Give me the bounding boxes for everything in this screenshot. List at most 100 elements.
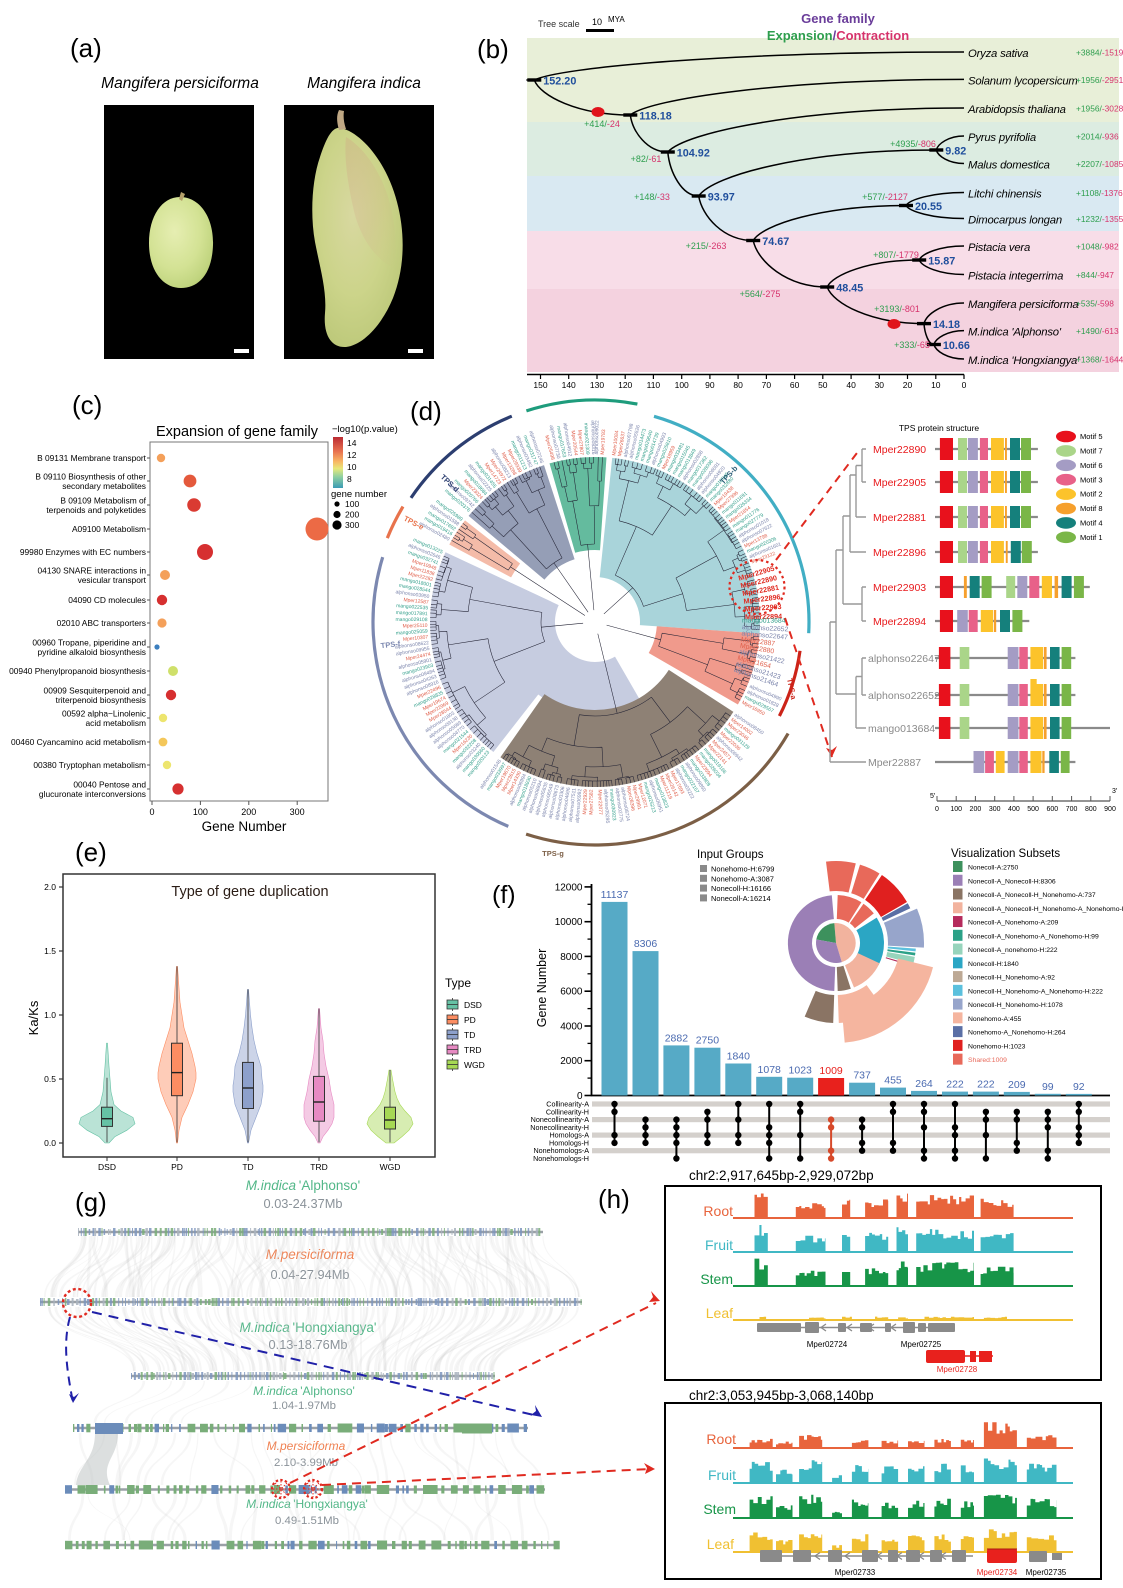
- svg-text:Nonehomologs-A: Nonehomologs-A: [533, 1146, 589, 1155]
- svg-text:0: 0: [577, 1091, 583, 1102]
- svg-text:Mper02735: Mper02735: [1026, 1568, 1067, 1577]
- svg-text:Mper25110: Mper25110: [403, 623, 428, 630]
- svg-text:Motif 2: Motif 2: [1080, 490, 1103, 499]
- svg-text:+3884/-1519: +3884/-1519: [1076, 48, 1123, 58]
- svg-text:Mper29991: Mper29991: [631, 784, 643, 810]
- svg-text:Nonecoll-H_Nonehomo-A_Nonehomo: Nonecoll-H_Nonehomo-A_Nonehomo-H:222: [968, 988, 1103, 995]
- svg-text:50: 50: [818, 380, 828, 390]
- svg-text:+82/-61: +82/-61: [631, 154, 662, 164]
- svg-text:Malus domestica: Malus domestica: [968, 160, 1050, 172]
- svg-text:99: 99: [1042, 1081, 1054, 1093]
- svg-text:10: 10: [592, 17, 602, 27]
- svg-text:Mper12587: Mper12587: [403, 597, 429, 606]
- svg-text:1840: 1840: [727, 1051, 751, 1063]
- svg-text:TPS-e: TPS-e: [402, 514, 425, 532]
- svg-text:Mangifera persiciforma: Mangifera persiciforma: [968, 299, 1079, 311]
- svg-text:WGD: WGD: [380, 1162, 401, 1172]
- svg-text:chr2:2,917,645bp-2,929,072bp: chr2:2,917,645bp-2,929,072bp: [689, 1168, 874, 1183]
- svg-text:Nonecoll-A:16214: Nonecoll-A:16214: [711, 894, 771, 903]
- svg-text:8: 8: [347, 474, 352, 484]
- svg-text:Mper19783: Mper19783: [600, 429, 607, 455]
- svg-text:Motif 4: Motif 4: [1080, 519, 1103, 528]
- svg-text:Nonehomo-H:6799: Nonehomo-H:6799: [711, 865, 774, 874]
- svg-text:00940 Phenylpropanoid biosynth: 00940 Phenylpropanoid biosynthesis: [9, 666, 146, 676]
- svg-text:0.03-24.37Mb: 0.03-24.37Mb: [264, 1196, 343, 1211]
- svg-text:3′: 3′: [1112, 788, 1118, 795]
- svg-text:Motif 3: Motif 3: [1080, 475, 1103, 484]
- svg-text:2882: 2882: [665, 1032, 689, 1044]
- svg-text:+215/-263: +215/-263: [686, 241, 727, 251]
- svg-text:M.indica 'Alphonso': M.indica 'Alphonso': [968, 327, 1062, 339]
- svg-text:1.0: 1.0: [44, 1010, 56, 1020]
- svg-text:118.18: 118.18: [639, 111, 671, 123]
- svg-text:0.04-27.94Mb: 0.04-27.94Mb: [271, 1267, 350, 1282]
- svg-text:alphonso02775: alphonso02775: [614, 788, 624, 823]
- svg-text:737: 737: [853, 1070, 871, 1082]
- svg-text:200: 200: [345, 510, 359, 520]
- svg-text:700: 700: [1066, 806, 1078, 813]
- svg-text:Collinearity-A: Collinearity-A: [546, 1100, 589, 1109]
- svg-text:+4935/-806: +4935/-806: [890, 139, 936, 149]
- svg-text:Collinearity-H: Collinearity-H: [546, 1107, 589, 1116]
- svg-text:TPS-f: TPS-f: [380, 639, 401, 650]
- svg-text:Mper22881: Mper22881: [873, 512, 926, 524]
- svg-text:alphonso07511: alphonso07511: [568, 788, 578, 823]
- svg-text:mango029108: mango029108: [396, 617, 428, 623]
- svg-text:(b): (b): [477, 34, 509, 64]
- svg-text:Input Groups: Input Groups: [697, 849, 764, 861]
- svg-text:90: 90: [705, 380, 715, 390]
- svg-text:Motif 8: Motif 8: [1080, 504, 1103, 513]
- svg-text:60: 60: [790, 380, 800, 390]
- svg-text:Mper22929: Mper22929: [582, 789, 589, 815]
- svg-text:100: 100: [193, 807, 208, 817]
- svg-text:Nonecoll-H_Nonehomo-H:1078: Nonecoll-H_Nonehomo-H:1078: [968, 1002, 1063, 1009]
- svg-text:+3193/-801: +3193/-801: [874, 304, 920, 314]
- svg-text:Visualization Subsets: Visualization Subsets: [951, 848, 1060, 860]
- svg-text:Leaf: Leaf: [706, 1305, 733, 1321]
- svg-text:TD: TD: [242, 1162, 253, 1172]
- svg-text:0.0: 0.0: [44, 1138, 56, 1148]
- svg-text:Mper02724: Mper02724: [807, 1340, 848, 1349]
- svg-text:40: 40: [846, 380, 856, 390]
- svg-text:M.persiciforma: M.persiciforma: [267, 1439, 346, 1453]
- svg-text:Stem: Stem: [703, 1501, 736, 1517]
- svg-text:Mper22903: Mper22903: [873, 582, 926, 594]
- svg-text:Type: Type: [445, 976, 471, 990]
- svg-text:14: 14: [347, 438, 357, 448]
- svg-text:Litchi chinensis: Litchi chinensis: [968, 189, 1042, 201]
- svg-text:100: 100: [345, 499, 359, 509]
- svg-text:Mper22077: Mper22077: [597, 789, 604, 815]
- svg-text:Motif 1: Motif 1: [1080, 533, 1103, 542]
- svg-text:00592 alpha−Linolenic: 00592 alpha−Linolenic: [62, 709, 146, 719]
- svg-text:+844/-947: +844/-947: [1076, 270, 1114, 280]
- svg-text:Type of gene duplication: Type of gene duplication: [171, 884, 328, 900]
- svg-text:Mper22894: Mper22894: [873, 616, 926, 628]
- svg-text:100: 100: [950, 806, 962, 813]
- svg-text:(c): (c): [72, 390, 102, 420]
- svg-text:(h): (h): [598, 1184, 630, 1214]
- svg-text:12: 12: [347, 450, 357, 460]
- svg-text:Root: Root: [703, 1203, 733, 1219]
- svg-text:14.18: 14.18: [933, 319, 960, 331]
- svg-text:11137: 11137: [601, 889, 629, 901]
- svg-text:120: 120: [618, 380, 632, 390]
- svg-text:Nonecoll-A_Nonecoll-H_Nonehomo: Nonecoll-A_Nonecoll-H_Nonehomo-A_Nonehom…: [968, 906, 1123, 913]
- svg-text:TRD: TRD: [464, 1045, 481, 1055]
- svg-text:209: 209: [1008, 1079, 1026, 1091]
- svg-text:Motif 7: Motif 7: [1080, 447, 1103, 456]
- svg-text:alphonso22647: alphonso22647: [868, 653, 940, 665]
- svg-text:secondary metabolites: secondary metabolites: [62, 481, 146, 491]
- svg-text:70: 70: [762, 380, 772, 390]
- svg-text:TPS protein structure: TPS protein structure: [899, 423, 980, 433]
- svg-text:alphonso09022: alphonso09022: [594, 420, 601, 455]
- svg-text:5′: 5′: [930, 793, 936, 800]
- svg-text:Nonecoll-H_Nonehomo-A:92: Nonecoll-H_Nonehomo-A:92: [968, 975, 1055, 982]
- svg-text:WGD: WGD: [464, 1060, 485, 1070]
- svg-text:Mper22887: Mper22887: [740, 636, 775, 648]
- svg-text:110: 110: [647, 380, 661, 390]
- svg-text:1023: 1023: [789, 1065, 813, 1077]
- svg-text:Nonecoll-H:1840: Nonecoll-H:1840: [968, 961, 1019, 968]
- svg-text:0: 0: [935, 806, 939, 813]
- svg-text:Mper22887: Mper22887: [868, 757, 921, 769]
- svg-text:800: 800: [1085, 806, 1097, 813]
